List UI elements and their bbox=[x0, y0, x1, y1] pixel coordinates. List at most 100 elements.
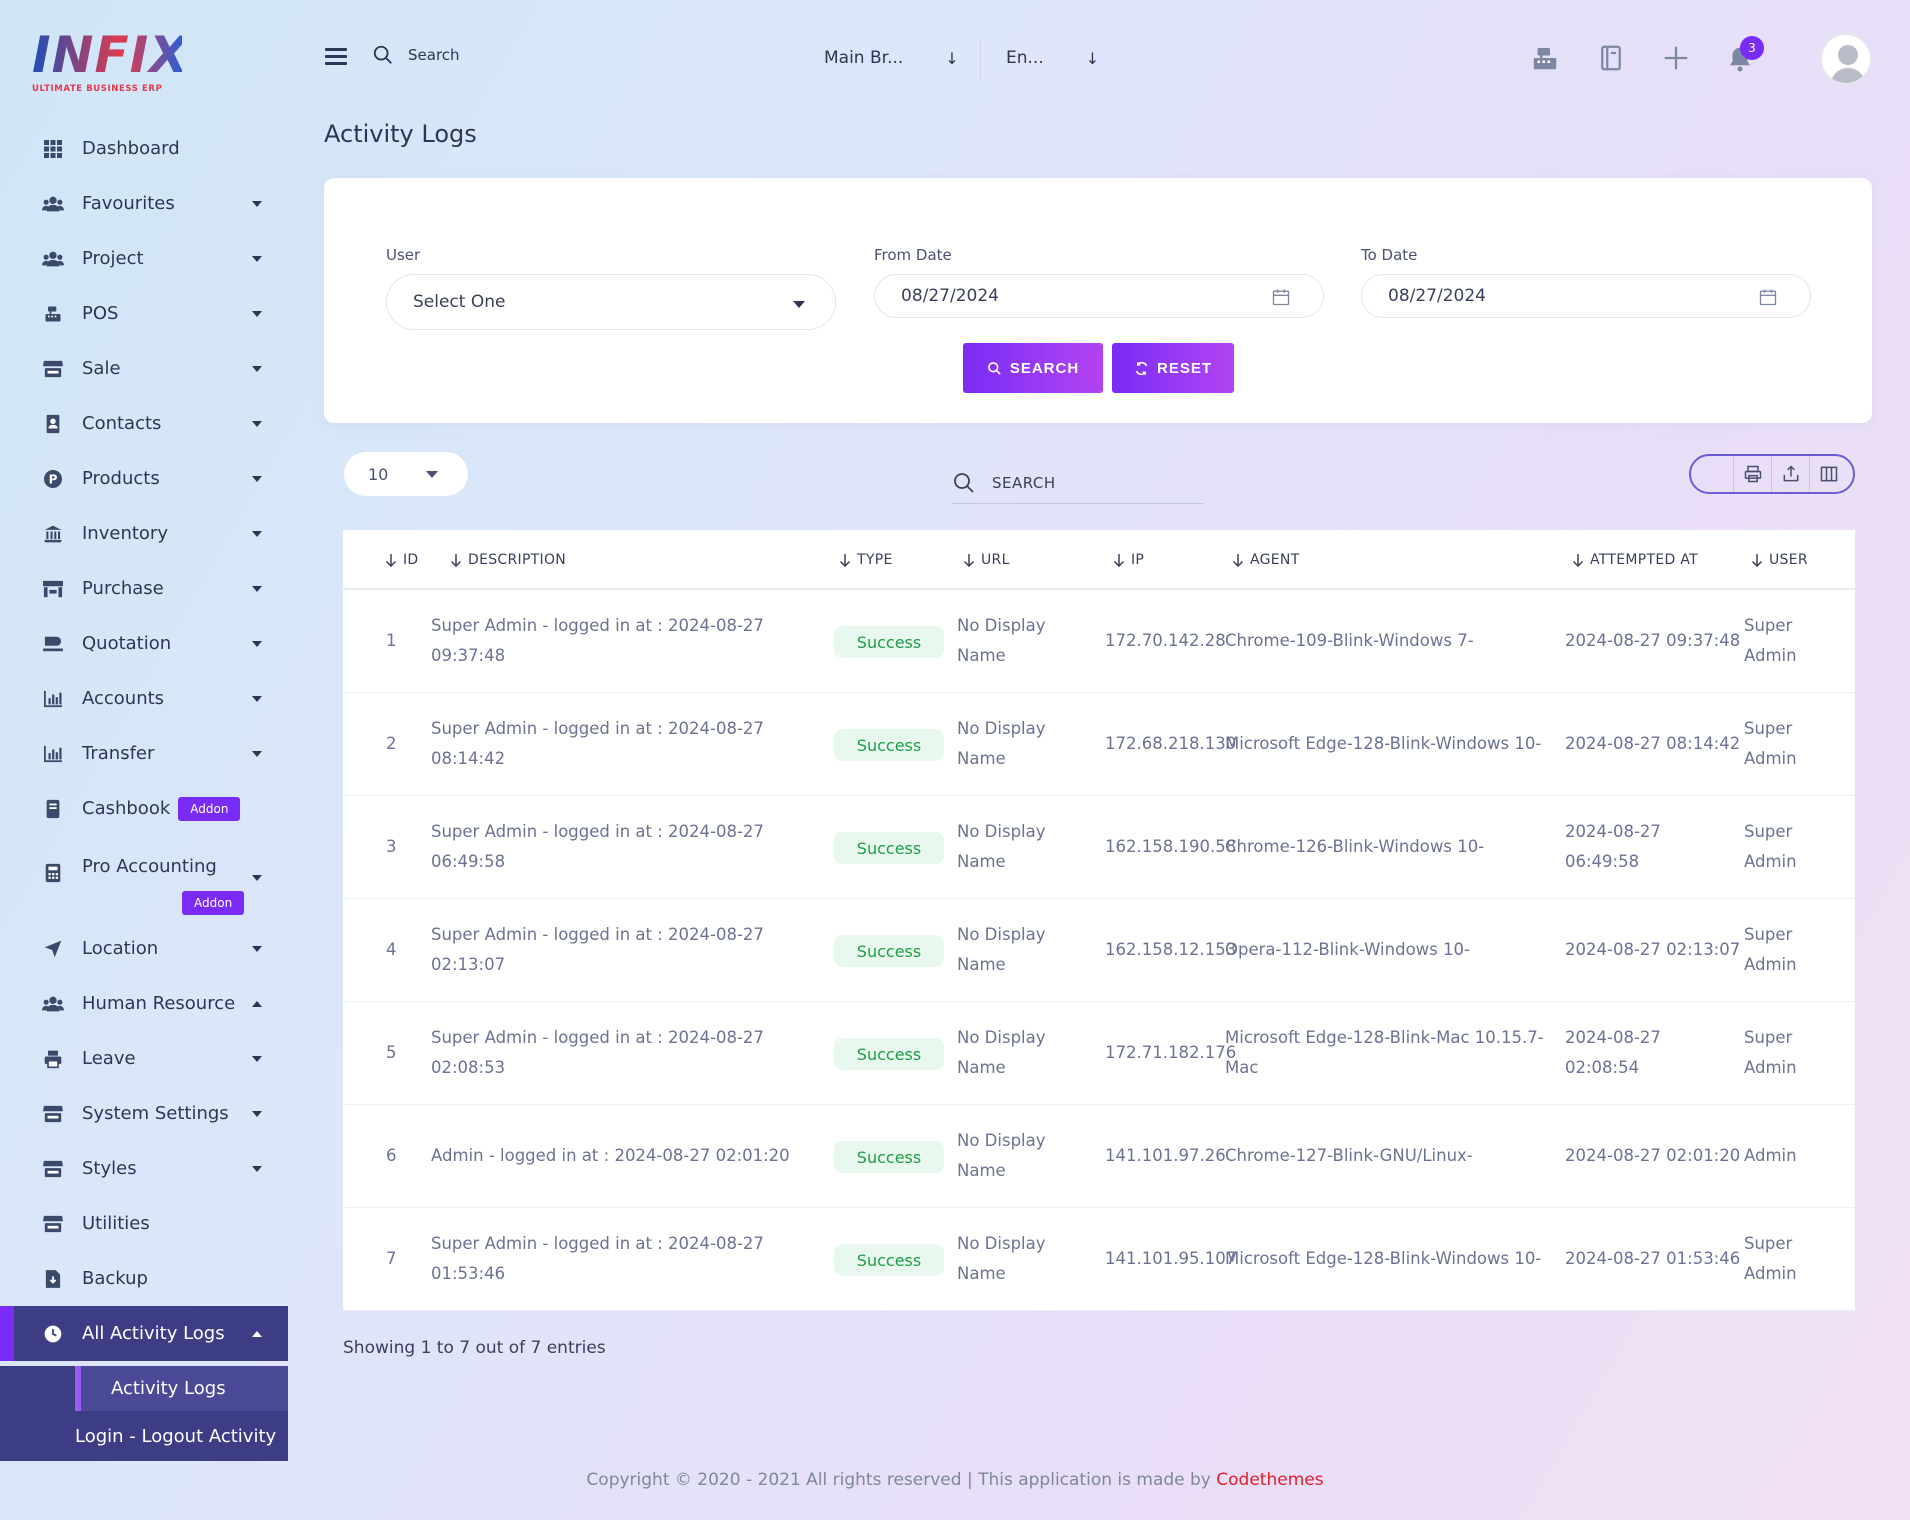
sidebar-item-label: Contacts bbox=[82, 413, 162, 434]
sidebar-item-products[interactable]: P Products bbox=[0, 451, 288, 506]
cell-description-line: 02:13:07 bbox=[431, 955, 506, 974]
table-row[interactable]: 4 Super Admin - logged in at : 2024-08-27… bbox=[343, 899, 1855, 1002]
cell-ip: 162.158.190.58 bbox=[1105, 832, 1236, 862]
cell-attempted-at: 2024-08-27 01:53:46 bbox=[1565, 1244, 1740, 1274]
sidebar-item-favourites[interactable]: Favourites bbox=[0, 176, 288, 231]
export-button[interactable] bbox=[1771, 456, 1809, 492]
search-button[interactable]: SEARCH bbox=[963, 343, 1103, 393]
column-header-attempted-at[interactable]: ATTEMPTED AT bbox=[1572, 552, 1698, 568]
status-badge: Success bbox=[834, 1141, 944, 1173]
sidebar-item-leave[interactable]: Leave bbox=[0, 1031, 288, 1086]
column-header-agent[interactable]: AGENT bbox=[1232, 552, 1300, 568]
sidebar-item-transfer[interactable]: Transfer bbox=[0, 726, 288, 781]
app-logo[interactable]: INFIX ULTIMATE BUSINESS ERP bbox=[32, 30, 188, 94]
table-row[interactable]: 5 Super Admin - logged in at : 2024-08-27… bbox=[343, 1002, 1855, 1105]
cell-attempted-at-line: 2024-08-27 08:14:42 bbox=[1565, 734, 1741, 753]
sidebar-item-accounts[interactable]: Accounts bbox=[0, 671, 288, 726]
calendar-icon[interactable] bbox=[1758, 287, 1778, 307]
plus-icon[interactable] bbox=[1661, 43, 1691, 73]
column-header-type[interactable]: TYPE bbox=[839, 552, 893, 568]
cell-url: No Display Name bbox=[957, 817, 1046, 877]
cell-attempted-at: 2024-08-27 09:37:48 bbox=[1565, 626, 1740, 656]
cell-url: No Display Name bbox=[957, 1126, 1046, 1186]
cell-description-line: Admin - logged in at : 2024-08-27 02:01:… bbox=[431, 1146, 790, 1165]
sidebar-item-backup[interactable]: Backup bbox=[0, 1251, 288, 1306]
submenu-item-login-logout-activity[interactable]: Login - Logout Activity bbox=[75, 1425, 277, 1447]
sidebar-item-pro-accounting[interactable]: Pro Accounting Addon bbox=[0, 836, 288, 921]
cell-description: Super Admin - logged in at : 2024-08-27 0… bbox=[431, 817, 764, 877]
cell-url: No Display Name bbox=[957, 611, 1046, 671]
column-header-label: ID bbox=[403, 552, 419, 568]
table-row[interactable]: 1 Super Admin - logged in at : 2024-08-27… bbox=[343, 590, 1855, 693]
status-badge: Success bbox=[834, 935, 944, 967]
cell-agent: Opera-112-Blink-Windows 10- bbox=[1225, 935, 1470, 965]
user-select-value: Select One bbox=[413, 292, 506, 312]
to-date-field[interactable]: 08/27/2024 bbox=[1361, 274, 1811, 318]
cell-url-line: Name bbox=[957, 955, 1006, 974]
sidebar-item-project[interactable]: Project bbox=[0, 231, 288, 286]
table-row[interactable]: 3 Super Admin - logged in at : 2024-08-27… bbox=[343, 796, 1855, 899]
table-row[interactable]: 2 Super Admin - logged in at : 2024-08-27… bbox=[343, 693, 1855, 796]
sidebar-item-inventory[interactable]: Inventory bbox=[0, 506, 288, 561]
user-avatar-icon bbox=[1830, 45, 1866, 83]
cell-description-line: Super Admin - logged in at : 2024-08-27 bbox=[431, 616, 764, 635]
sidebar-item-purchase[interactable]: Purchase bbox=[0, 561, 288, 616]
calendar-icon[interactable] bbox=[1271, 287, 1291, 307]
cell-url-line: No Display bbox=[957, 822, 1046, 841]
caret-down-icon bbox=[252, 585, 262, 592]
from-date-label: From Date bbox=[874, 246, 952, 264]
notebook-icon[interactable] bbox=[1596, 43, 1626, 73]
top-search[interactable]: Search bbox=[372, 44, 460, 66]
cell-ip-line: 172.68.218.130 bbox=[1105, 734, 1237, 753]
column-header-url[interactable]: URL bbox=[963, 552, 1010, 568]
print-button[interactable] bbox=[1733, 456, 1771, 492]
pagination-info: Showing 1 to 7 out of 7 entries bbox=[343, 1338, 606, 1358]
sidebar-item-cashbook[interactable]: Cashbook Addon bbox=[0, 781, 288, 836]
footer-text: Copyright © 2020 - 2021 All rights reser… bbox=[586, 1470, 1211, 1490]
cash-register-icon[interactable] bbox=[1530, 43, 1560, 73]
sidebar-item-utilities[interactable]: Utilities bbox=[0, 1196, 288, 1251]
sidebar-item-pos[interactable]: POS bbox=[0, 286, 288, 341]
sidebar-item-contacts[interactable]: Contacts bbox=[0, 396, 288, 451]
sidebar-item-sale[interactable]: Sale bbox=[0, 341, 288, 396]
table-row[interactable]: 6 Admin - logged in at : 2024-08-27 02:01… bbox=[343, 1105, 1855, 1208]
avatar[interactable] bbox=[1820, 33, 1872, 85]
status-badge: Success bbox=[834, 832, 944, 864]
cell-attempted-at-line: 2024-08-27 02:13:07 bbox=[1565, 940, 1741, 959]
menu-toggle-icon[interactable] bbox=[325, 48, 347, 65]
caret-down-icon bbox=[252, 1165, 262, 1172]
user-select[interactable]: Select One bbox=[386, 274, 836, 330]
cell-description: Super Admin - logged in at : 2024-08-27 0… bbox=[431, 714, 764, 774]
sidebar-item-location[interactable]: Location bbox=[0, 921, 288, 976]
columns-button[interactable] bbox=[1809, 456, 1847, 492]
from-date-field[interactable]: 08/27/2024 bbox=[874, 274, 1324, 318]
cell-url-line: Name bbox=[957, 646, 1006, 665]
cell-url: No Display Name bbox=[957, 920, 1046, 980]
column-header-description[interactable]: DESCRIPTION bbox=[450, 552, 566, 568]
cell-ip: 141.101.95.107 bbox=[1105, 1244, 1236, 1274]
submenu-item-activity-logs[interactable]: Activity Logs bbox=[75, 1366, 288, 1411]
sidebar-item-system-settings[interactable]: System Settings bbox=[0, 1086, 288, 1141]
sidebar-item-all-activity-logs[interactable]: All Activity Logs bbox=[0, 1306, 288, 1361]
sidebar-item-dashboard[interactable]: Dashboard bbox=[0, 121, 288, 176]
cell-user: Super Admin bbox=[1744, 817, 1797, 877]
caret-down-icon bbox=[252, 945, 262, 952]
sidebar-item-styles[interactable]: Styles bbox=[0, 1141, 288, 1196]
reset-button[interactable]: RESET bbox=[1112, 343, 1234, 393]
page-size-select[interactable]: 10 bbox=[344, 452, 468, 496]
table-row[interactable]: 7 Super Admin - logged in at : 2024-08-27… bbox=[343, 1208, 1855, 1311]
cell-agent-line: Opera-112-Blink-Windows 10- bbox=[1225, 940, 1470, 959]
footer-brand-link[interactable]: Codethemes bbox=[1216, 1470, 1324, 1490]
language-select[interactable]: En... ↓ bbox=[1006, 48, 1099, 68]
column-header-user[interactable]: USER bbox=[1751, 552, 1808, 568]
sidebar-item-quotation[interactable]: Quotation bbox=[0, 616, 288, 671]
cell-description: Super Admin - logged in at : 2024-08-27 0… bbox=[431, 920, 764, 980]
branch-select[interactable]: Main Br... ↓ bbox=[824, 48, 959, 68]
sidebar-item-label: POS bbox=[82, 303, 119, 324]
column-header-ip[interactable]: IP bbox=[1113, 552, 1144, 568]
cell-id: 7 bbox=[386, 1244, 397, 1274]
bank-icon bbox=[42, 523, 64, 545]
column-header-id[interactable]: ID bbox=[385, 552, 419, 568]
sidebar-item-human-resource[interactable]: Human Resource bbox=[0, 976, 288, 1031]
table-search-input[interactable]: SEARCH bbox=[952, 462, 1204, 504]
